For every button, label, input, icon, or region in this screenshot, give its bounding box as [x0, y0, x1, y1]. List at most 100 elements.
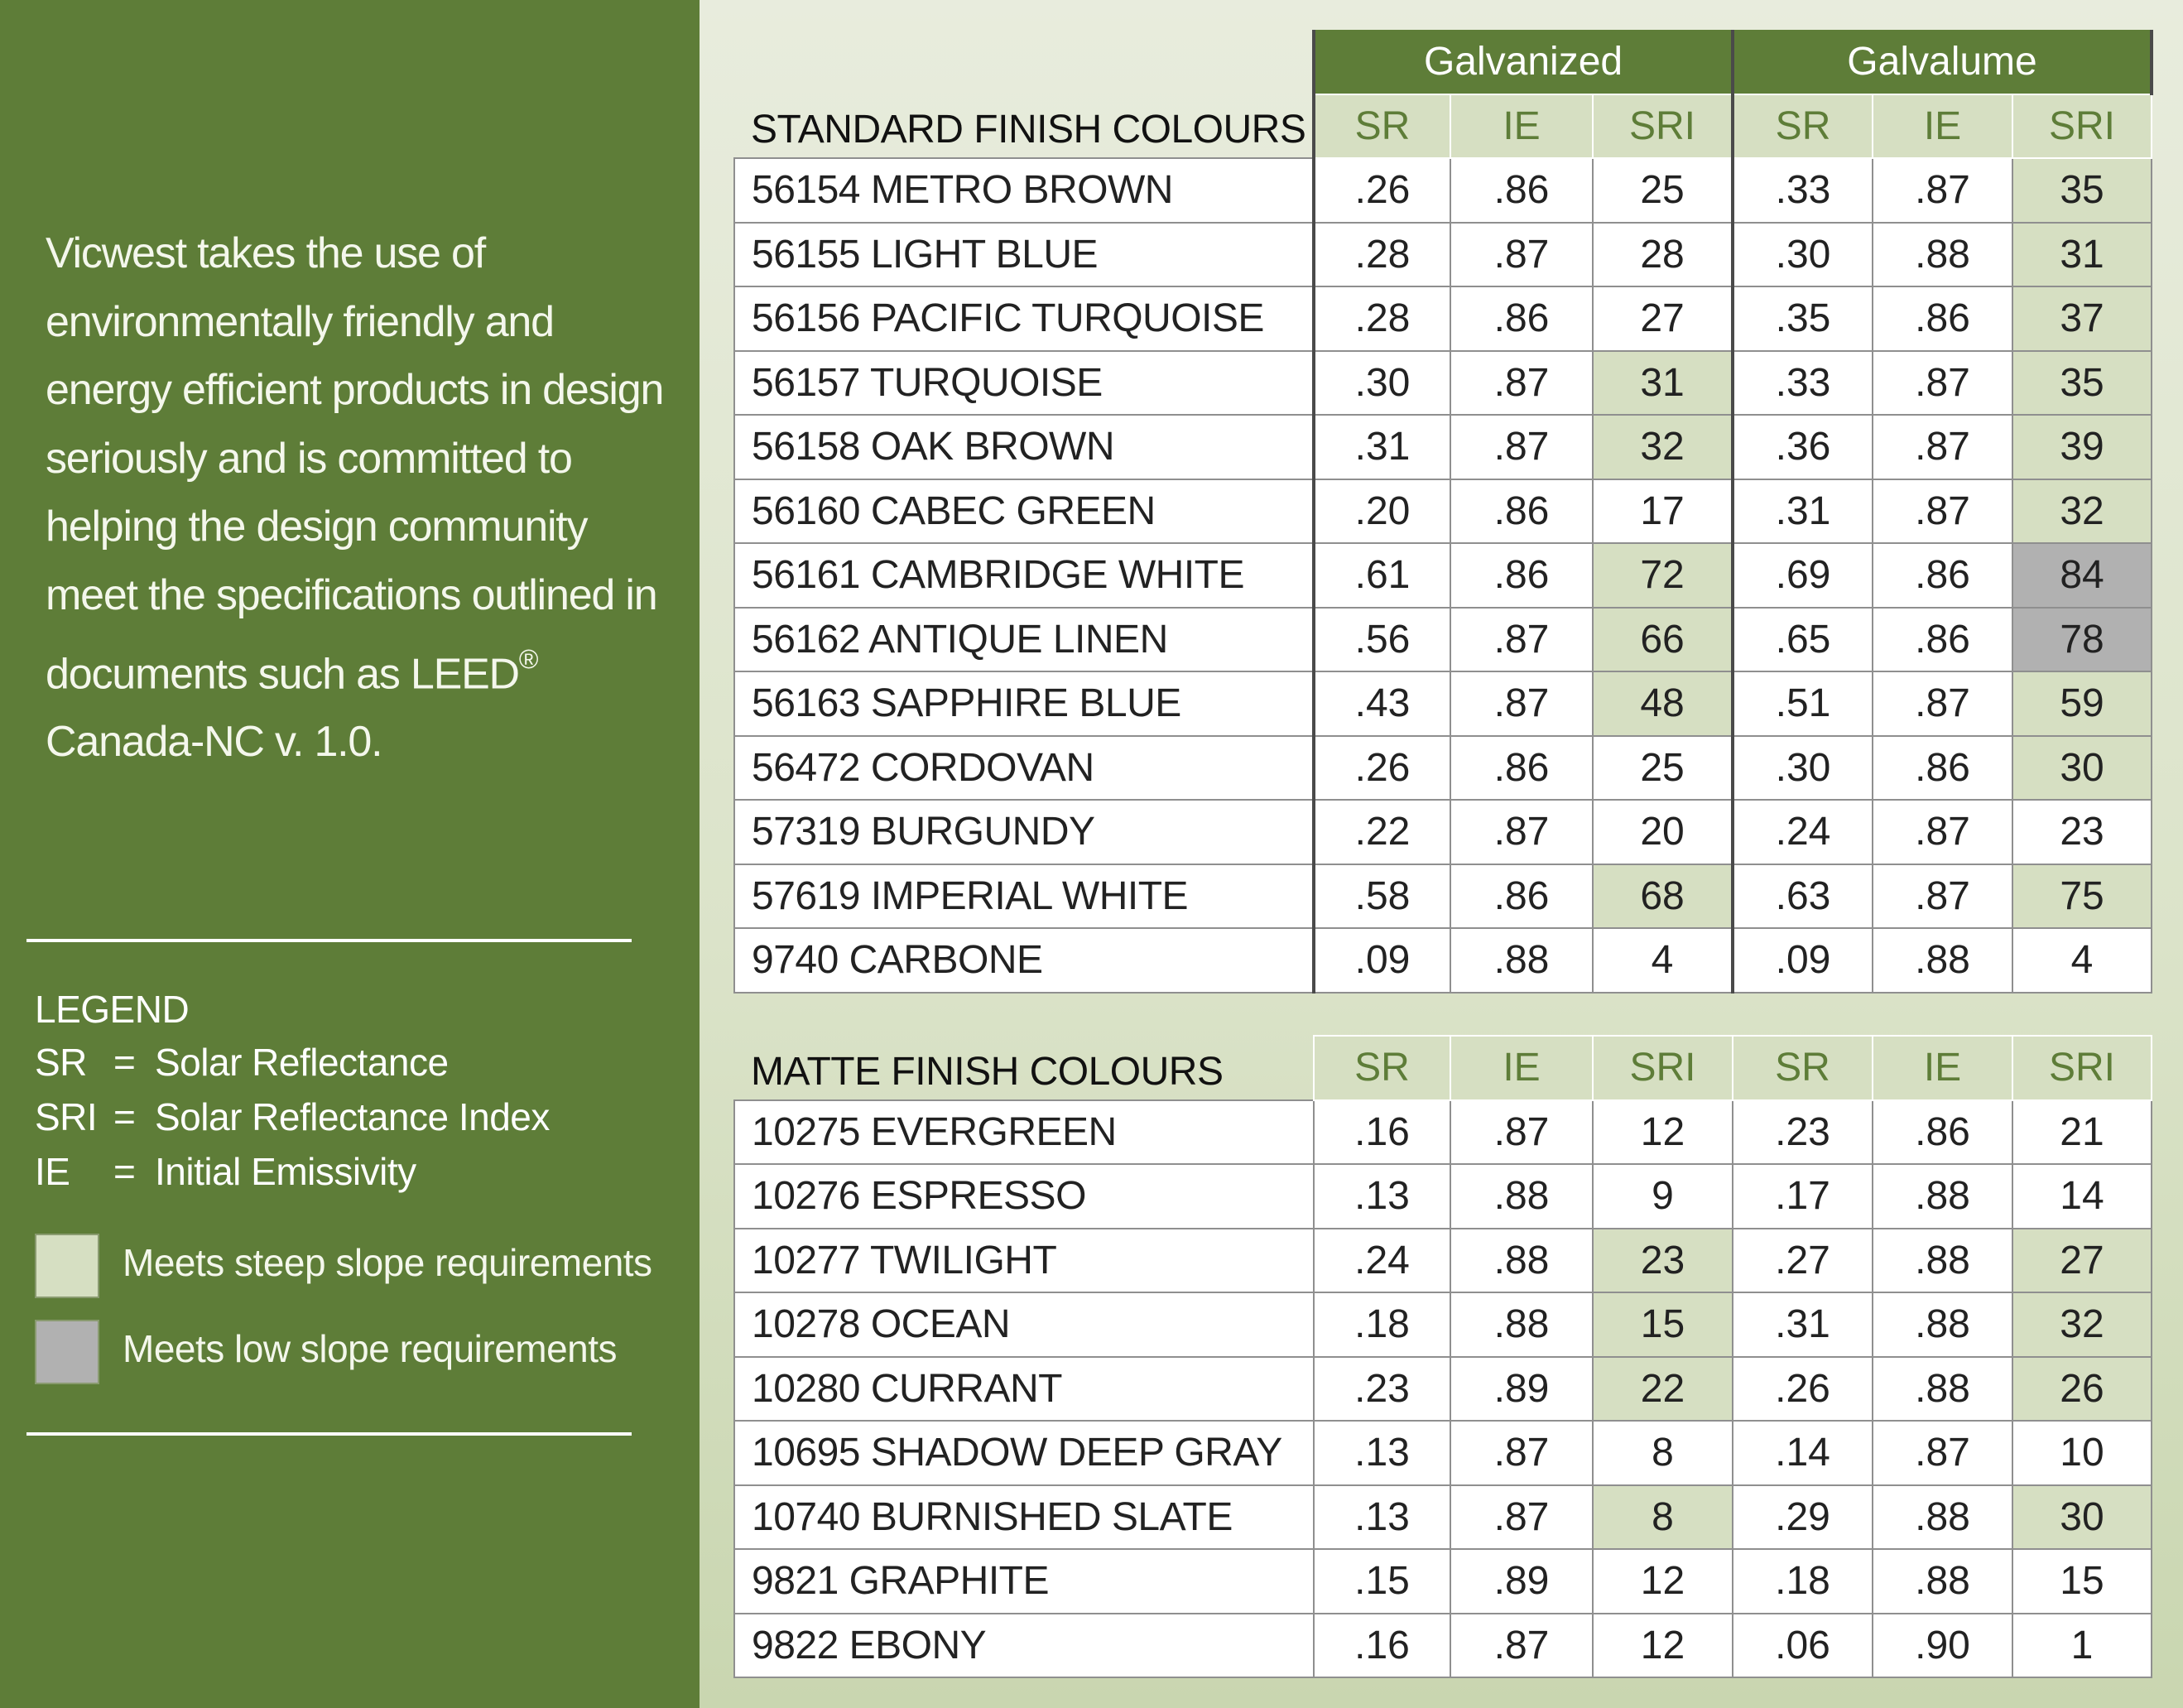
galvanized-ie-cell: .86 — [1450, 542, 1594, 609]
galvanized-ie-cell: .86 — [1450, 157, 1594, 224]
galvalume-ie-cell: .90 — [1872, 1612, 2013, 1678]
galvanized-sri-cell: 12 — [1592, 1548, 1733, 1614]
galvalume-ie-cell: .87 — [1872, 671, 2014, 737]
galvanized-sr-cell: .26 — [1312, 734, 1451, 801]
galvalume-sri-cell: 39 — [2012, 414, 2153, 480]
table-row: 56472 CORDOVAN .26.86 25.30.86 30 — [733, 734, 2153, 801]
galvalume-sri-cell: 23 — [2012, 799, 2153, 865]
galvanized-ie-cell: .87 — [1450, 221, 1594, 287]
galvanized-sr-cell: .61 — [1312, 542, 1451, 609]
galvanized-sr-cell: .20 — [1312, 478, 1451, 544]
galvalume-sr-cell: .18 — [1732, 1548, 1873, 1614]
legend-equals: = — [113, 1041, 136, 1084]
table-row: 56163 SAPPHIRE BLUE .43.87 48.51.87 59 — [733, 671, 2153, 737]
galvanized-ie-cell: .89 — [1450, 1548, 1594, 1614]
table-row: 10695 SHADOW DEEP GRAY .13.87 8.14.87 10 — [733, 1420, 2152, 1486]
galvalume-ie-cell: .86 — [1872, 542, 2014, 609]
galvanized-sr-cell: .28 — [1312, 286, 1451, 352]
group-header-row: Galvanized Galvalume — [734, 30, 2154, 94]
legend-item-sr: SR = Solar Reflectance — [35, 1035, 550, 1090]
standard-rows: 56154 METRO BROWN .26.86 25.33.87 35 56155 L… — [733, 157, 2153, 994]
table-row: 56157 TURQUOISE .30.87 31.33.87 35 — [733, 349, 2153, 416]
galvanized-sri-cell: 48 — [1591, 671, 1734, 737]
table-row: 9740 CARBONE .09.88 4.09.88 4 — [733, 927, 2153, 994]
galvalume-sri-cell: 35 — [2012, 157, 2153, 224]
galvanized-ie-cell: .88 — [1450, 927, 1594, 994]
colour-name: 10277 TWILIGHT — [733, 1227, 1315, 1293]
info-panel: Vicwest takes the use of environmentally… — [0, 0, 700, 1708]
galvalume-sri-cell: 27 — [2012, 1227, 2152, 1293]
table-row: 10278 OCEAN .18.88 15.31.88 32 — [733, 1292, 2152, 1358]
galvalume-sri-cell: 75 — [2012, 863, 2153, 929]
blank-corner — [734, 30, 1314, 94]
colour-name: 9822 EBONY — [733, 1612, 1315, 1678]
galvanized-sr-cell: .28 — [1312, 221, 1451, 287]
galvanized-sr-cell: .22 — [1312, 799, 1451, 865]
legend-abbr: IE — [35, 1150, 70, 1193]
galvanized-sr-cell: .15 — [1313, 1548, 1451, 1614]
galvalume-ie-cell: .88 — [1872, 1548, 2013, 1614]
galvanized-ie-cell: .88 — [1450, 1227, 1594, 1293]
col-sri: SRI — [1592, 1035, 1733, 1101]
table-row: 56155 LIGHT BLUE .28.87 28.30.88 31 — [733, 221, 2153, 287]
legend-item-ie: IE = Initial Emissivity — [35, 1144, 550, 1199]
divider-top — [26, 939, 632, 942]
colour-name: 56154 METRO BROWN — [733, 157, 1315, 224]
galvalume-sr-cell: .30 — [1731, 221, 1874, 287]
galvalume-ie-cell: .86 — [1872, 1099, 2013, 1165]
intro-tail: Canada-NC v. 1.0. — [46, 718, 383, 767]
galvanized-sri-cell: 15 — [1592, 1292, 1733, 1358]
galvalume-sri-cell: 30 — [2012, 734, 2153, 801]
galvanized-ie-cell: .86 — [1450, 478, 1594, 544]
galvalume-header: Galvalume — [1731, 30, 2154, 94]
galvalume-sr-cell: .26 — [1732, 1355, 1873, 1422]
galvalume-sr-cell: .36 — [1731, 414, 1874, 480]
galvalume-ie-cell: .88 — [1872, 1355, 2013, 1422]
table-row: 56154 METRO BROWN .26.86 25.33.87 35 — [733, 157, 2153, 224]
colour-name: 57619 IMPERIAL WHITE — [733, 863, 1315, 929]
galvalume-sr-cell: .33 — [1731, 349, 1874, 416]
legend-item-sri: SRI = Solar Reflectance Index — [35, 1090, 550, 1144]
galvanized-sri-cell: 31 — [1591, 349, 1734, 416]
standard-section-title: STANDARD FINISH COLOURS — [751, 108, 1306, 152]
galvanized-sr-cell: .09 — [1312, 927, 1451, 994]
col-sri: SRI — [1591, 93, 1734, 159]
galvanized-sri-cell: 66 — [1591, 606, 1734, 672]
galvalume-sr-cell: .35 — [1731, 286, 1874, 352]
galvalume-ie-cell: .87 — [1872, 478, 2014, 544]
table-row: 57619 IMPERIAL WHITE .58.86 68.63.87 75 — [733, 863, 2153, 929]
galvanized-sr-cell: .13 — [1313, 1484, 1451, 1550]
legend-abbr: SRI — [35, 1095, 98, 1138]
galvanized-sri-cell: 20 — [1591, 799, 1734, 865]
galvalume-sr-cell: .09 — [1731, 927, 1874, 994]
galvanized-sri-cell: 72 — [1591, 542, 1734, 609]
colour-name: 56158 OAK BROWN — [733, 414, 1315, 480]
colour-name: 10280 CURRANT — [733, 1355, 1315, 1422]
col-sr: SR — [1313, 1035, 1451, 1101]
galvalume-sr-cell: .51 — [1731, 671, 1874, 737]
galvalume-ie-cell: .86 — [1872, 286, 2014, 352]
galvanized-ie-cell: .87 — [1450, 671, 1594, 737]
galvalume-sr-cell: .33 — [1731, 157, 1874, 224]
matte-rows: 10275 EVERGREEN .16.87 12.23.86 21 10276 ESP… — [733, 1099, 2152, 1678]
colour-name: 10695 SHADOW DEEP GRAY — [733, 1420, 1315, 1486]
galvanized-sri-cell: 9 — [1592, 1163, 1733, 1229]
colour-name: 9740 CARBONE — [733, 927, 1315, 994]
galvalume-sri-cell: 32 — [2012, 1292, 2152, 1358]
galvalume-sr-cell: .31 — [1732, 1292, 1873, 1358]
colour-name: 10278 OCEAN — [733, 1292, 1315, 1358]
galvalume-sr-cell: .69 — [1731, 542, 1874, 609]
galvalume-ie-cell: .88 — [1872, 927, 2014, 994]
legend-desc: Solar Reflectance — [155, 1041, 449, 1084]
table-row: 9822 EBONY .16.87 12.06.90 1 — [733, 1612, 2152, 1678]
galvalume-sri-cell: 4 — [2012, 927, 2153, 994]
galvalume-sr-cell: .23 — [1732, 1099, 1873, 1165]
colour-name: 56161 CAMBRIDGE WHITE — [733, 542, 1315, 609]
galvanized-header: Galvanized — [1311, 30, 1735, 94]
table-row: 10740 BURNISHED SLATE .13.87 8.29.88 30 — [733, 1484, 2152, 1550]
colour-name: 56160 CABEC GREEN — [733, 478, 1315, 544]
table-row: 57319 BURGUNDY .22.87 20.24.87 23 — [733, 799, 2153, 865]
galvalume-sri-cell: 59 — [2012, 671, 2153, 737]
matte-finish-table: MATTE FINISH COLOURS SR IE SRI SR IE SRI… — [733, 1035, 2152, 1678]
galvalume-ie-cell: .87 — [1872, 414, 2014, 480]
